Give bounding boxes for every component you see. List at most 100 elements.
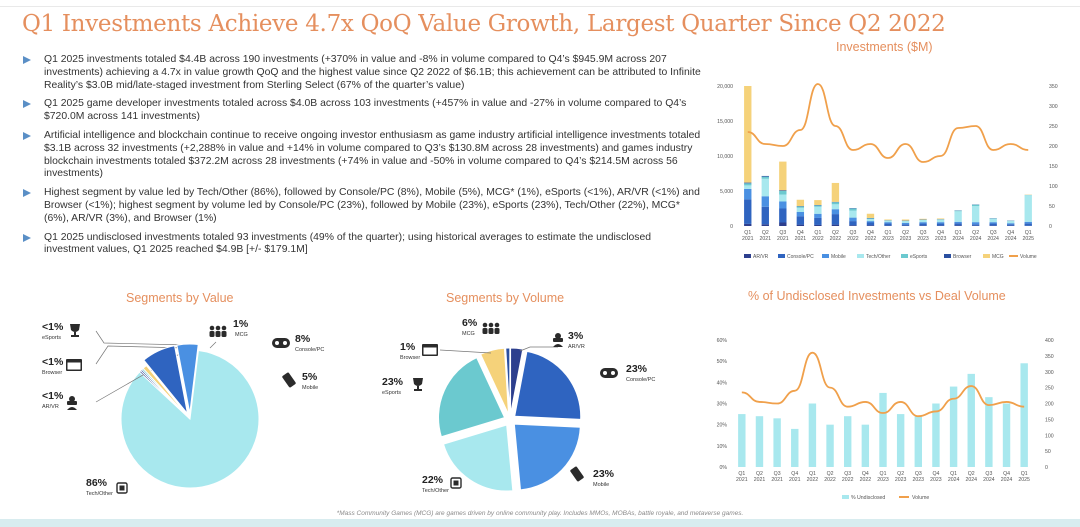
bar-undisclosed — [896, 414, 905, 467]
leader-line — [519, 346, 558, 352]
bar-esports — [866, 218, 875, 219]
phone-body — [282, 372, 296, 388]
bar-console-pc — [954, 223, 962, 226]
person-body — [209, 331, 215, 337]
leader-line — [95, 330, 189, 346]
y-tick-label: 30% — [717, 402, 728, 408]
people-group-icon — [209, 325, 227, 337]
legend-label-volume: Volume — [1020, 254, 1037, 260]
legend-swatch-mobile — [822, 254, 829, 258]
bar-mobile — [1024, 221, 1032, 224]
pie-pct-console-pc: 8% — [295, 333, 311, 345]
pie-pct-tech-other: 86% — [86, 477, 108, 489]
x-tick-label: Q3 — [774, 471, 781, 477]
x-tick-label: 2022 — [830, 236, 842, 242]
bar-undisclosed — [914, 416, 922, 467]
legend-swatch-volume — [899, 496, 909, 498]
bar-mobile — [901, 222, 910, 225]
x-tick-label: Q1 — [738, 471, 745, 477]
summary-bullet: Q1 2025 investments totaled $4.4B across… — [22, 54, 702, 92]
bar-mcg — [744, 86, 752, 183]
bar-console-pc — [866, 222, 875, 226]
pie-label-browser: Browser — [400, 355, 420, 361]
person-body — [494, 328, 500, 334]
pie-pct-browser: 1% — [400, 341, 416, 353]
mobile-phone-icon — [282, 372, 296, 388]
bar-undisclosed — [879, 392, 887, 467]
bar-ar-vr — [761, 224, 769, 226]
bar-mcg — [901, 219, 910, 221]
bar-mcg — [936, 218, 945, 220]
y-tick-label: 60% — [717, 338, 728, 344]
bar-mobile — [849, 217, 857, 222]
x-tick-label: Q1 — [1025, 230, 1032, 236]
bar-mcg — [814, 200, 822, 205]
x-tick-label: 2022 — [847, 236, 859, 242]
bar-tech-other — [901, 221, 910, 223]
x-tick-label: 2023 — [935, 236, 947, 242]
vr-visor — [67, 401, 77, 405]
legend-swatch-mcg — [983, 254, 990, 258]
bar-mobile — [954, 221, 962, 224]
x-tick-label: 2024 — [983, 477, 995, 483]
y2-tick-label: 250 — [1045, 386, 1054, 392]
y-tick-label: 0% — [720, 465, 728, 471]
bar-mobile — [989, 222, 997, 224]
leader-line — [439, 349, 492, 354]
legend-label-browser: Browser — [953, 254, 972, 260]
pie-pct-mcg: 6% — [462, 317, 478, 329]
bar-tech-other — [866, 219, 875, 222]
y-tick-label: 5,000 — [720, 189, 733, 195]
bar-undisclosed — [773, 418, 781, 467]
legend-label-mobile: Mobile — [831, 254, 846, 260]
legend-label-ar-vr: AR/VR — [753, 254, 769, 260]
bar-mobile — [936, 222, 945, 224]
investments-chart-title: Investments ($M) — [836, 40, 933, 54]
pie-label-mobile: Mobile — [593, 482, 609, 488]
gamepad-dpad — [275, 341, 279, 345]
y2-tick-label: 400 — [1045, 338, 1054, 344]
bar-console-pc — [989, 223, 997, 226]
bar-esports — [779, 191, 787, 195]
person-head — [209, 325, 215, 331]
bar-tech-other — [831, 204, 840, 210]
y2-tick-label: 100 — [1045, 433, 1054, 439]
trophy-base — [414, 389, 422, 391]
bar-mobile — [1007, 223, 1015, 225]
summary-bullet: Q1 2025 game developer investments total… — [22, 98, 702, 124]
x-tick-label: 2023 — [917, 236, 929, 242]
person-body — [482, 328, 488, 334]
bar-undisclosed — [1020, 363, 1028, 467]
bar-undisclosed — [738, 414, 746, 467]
x-tick-label: Q2 — [972, 230, 979, 236]
pie-slice-mobile — [513, 423, 581, 491]
x-tick-label: Q3 — [920, 230, 927, 236]
summary-bullet: Artificial intelligence and blockchain c… — [22, 130, 702, 181]
bar-esports — [831, 202, 840, 205]
bar-ar-vr — [831, 224, 840, 226]
chip-icon — [450, 477, 462, 489]
pie-label-mcg: MCG — [235, 332, 248, 338]
bar-esports — [849, 208, 857, 211]
x-tick-label: Q1 — [885, 230, 892, 236]
x-tick-label: Q2 — [897, 471, 904, 477]
trophy-icon — [413, 378, 423, 391]
trophy-cup — [70, 324, 80, 332]
x-tick-label: Q1 — [880, 471, 887, 477]
x-tick-label: 2023 — [882, 236, 894, 242]
bar-tech-other — [936, 219, 945, 223]
pie-slice-ar-vr — [510, 347, 524, 415]
chip-outline — [116, 482, 128, 494]
browser-viewport — [67, 362, 81, 370]
summary-bullet: Q1 2025 undisclosed investments totaled … — [22, 232, 702, 258]
trophy-stem — [74, 332, 76, 335]
bar-esports — [954, 210, 962, 212]
y2-tick-label: 350 — [1049, 84, 1058, 90]
bar-mcg — [796, 199, 805, 207]
undisclosed-chart-title: % of Undisclosed Investments vs Deal Vol… — [748, 289, 1006, 303]
x-tick-label: Q3 — [990, 230, 997, 236]
pie-label-mobile: Mobile — [302, 385, 318, 391]
bar-undisclosed — [861, 424, 870, 467]
pie-pct-mcg: 1% — [233, 318, 249, 330]
